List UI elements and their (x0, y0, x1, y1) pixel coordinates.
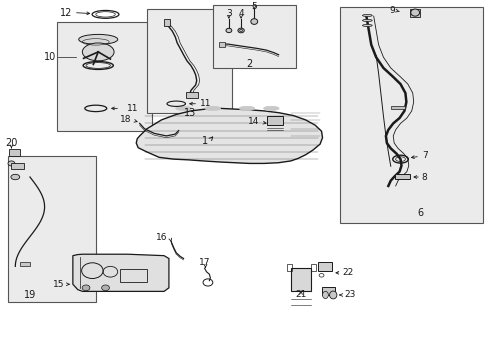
Text: 2: 2 (246, 59, 252, 69)
Ellipse shape (362, 24, 371, 27)
Text: 17: 17 (198, 258, 210, 267)
Text: 12: 12 (60, 8, 72, 18)
Ellipse shape (238, 28, 244, 33)
Text: 18: 18 (120, 115, 131, 124)
Ellipse shape (82, 43, 114, 61)
Bar (120, 269, 147, 283)
Text: 11: 11 (126, 104, 138, 113)
Text: 11: 11 (199, 99, 211, 108)
Ellipse shape (225, 28, 231, 33)
Ellipse shape (362, 19, 371, 22)
Text: 16: 16 (156, 233, 167, 242)
Circle shape (82, 285, 90, 291)
Text: 22: 22 (341, 268, 352, 277)
Ellipse shape (175, 106, 191, 111)
Text: 1: 1 (202, 136, 208, 145)
Bar (163, 19, 170, 26)
Bar (290, 268, 311, 291)
Bar (185, 92, 198, 98)
Ellipse shape (410, 9, 419, 16)
Text: 15: 15 (53, 280, 64, 289)
Ellipse shape (239, 106, 254, 111)
Text: 13: 13 (183, 108, 196, 118)
Polygon shape (73, 254, 168, 291)
Bar (394, 174, 409, 179)
Bar (317, 262, 331, 271)
Bar (287, 264, 292, 271)
Text: 21: 21 (295, 291, 306, 300)
Bar (9, 149, 20, 156)
Text: 14: 14 (247, 117, 259, 126)
Ellipse shape (8, 161, 15, 166)
Text: 10: 10 (43, 52, 56, 62)
Bar (212, 5, 295, 68)
Bar (409, 9, 419, 17)
Polygon shape (136, 108, 322, 163)
Ellipse shape (362, 14, 371, 17)
Bar (339, 7, 483, 224)
Bar (8, 156, 96, 302)
Text: 9: 9 (388, 6, 394, 15)
Circle shape (102, 285, 109, 291)
Bar (311, 264, 316, 271)
Text: 20: 20 (5, 138, 18, 148)
Bar (11, 163, 23, 169)
Ellipse shape (204, 106, 220, 111)
Bar (147, 9, 232, 113)
Bar (218, 41, 224, 46)
Ellipse shape (79, 35, 118, 44)
Text: 3: 3 (225, 9, 231, 18)
Ellipse shape (329, 291, 336, 299)
Bar (390, 105, 405, 109)
Bar (20, 262, 30, 266)
Text: 7: 7 (421, 151, 427, 160)
Text: 19: 19 (24, 290, 36, 300)
Bar (57, 22, 152, 131)
Text: 6: 6 (416, 208, 422, 218)
Bar (266, 116, 282, 125)
Ellipse shape (263, 106, 279, 111)
Text: 8: 8 (420, 172, 426, 181)
Text: 23: 23 (344, 291, 355, 300)
Text: 4: 4 (238, 9, 244, 18)
Ellipse shape (11, 174, 20, 180)
Bar (321, 287, 334, 295)
Ellipse shape (322, 291, 328, 298)
Ellipse shape (250, 19, 257, 24)
Text: 5: 5 (251, 2, 257, 11)
